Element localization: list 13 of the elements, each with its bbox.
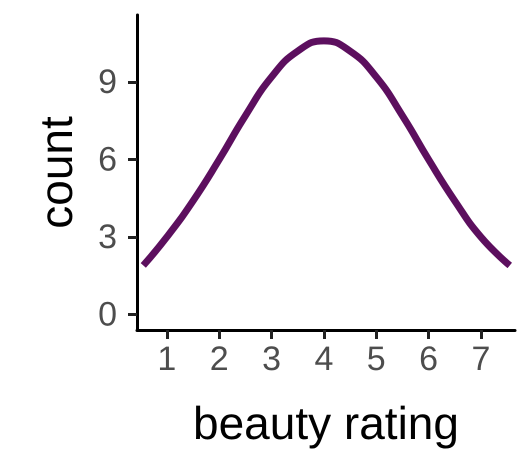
x-tick-label: 2 — [210, 340, 229, 378]
x-tick-label: 1 — [157, 340, 176, 378]
x-tick-label: 7 — [472, 340, 490, 378]
x-axis-title: beauty rating — [193, 397, 459, 449]
y-axis-title: count — [30, 116, 82, 229]
y-tick-label: 9 — [98, 63, 117, 102]
y-tick-label: 6 — [98, 140, 117, 179]
y-tick-label: 0 — [98, 296, 117, 334]
x-tick-label: 6 — [419, 340, 438, 378]
y-tick-label: 3 — [98, 218, 117, 256]
x-tick-label: 5 — [366, 340, 386, 378]
x-tick-label: 4 — [314, 340, 334, 378]
x-tick-label: 3 — [262, 340, 282, 378]
